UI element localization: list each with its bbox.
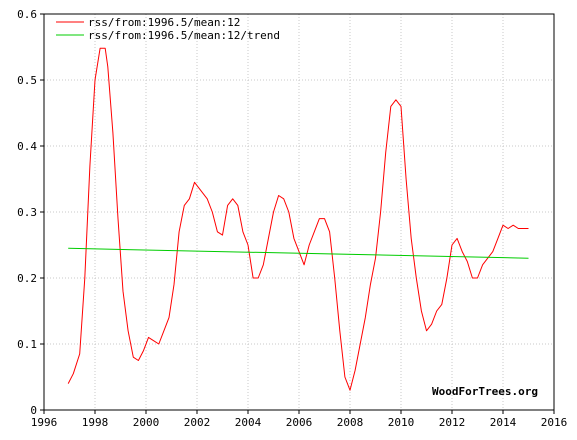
x-tick-label: 2012 [439, 416, 466, 429]
x-tick-label: 2014 [490, 416, 517, 429]
watermark-text: WoodForTrees.org [432, 385, 538, 398]
series-line-rss [67, 47, 529, 391]
x-tick-label: 2010 [388, 416, 415, 429]
y-tick-label: 0.3 [17, 206, 37, 219]
x-tick-label: 2000 [133, 416, 160, 429]
x-tick-label: 2004 [235, 416, 262, 429]
x-tick-label: 2008 [337, 416, 364, 429]
legend-label-rss: rss/from:1996.5/mean:12 [88, 16, 240, 29]
y-tick-label: 0.4 [17, 140, 37, 153]
x-tick-label: 1998 [82, 416, 109, 429]
series-layer [67, 47, 529, 391]
legend-label-trend: rss/from:1996.5/mean:12/trend [88, 29, 280, 42]
x-tick-label: 2002 [184, 416, 211, 429]
y-tick-label: 0 [30, 404, 37, 417]
grid-lines [44, 14, 554, 410]
y-tick-label: 0.1 [17, 338, 37, 351]
series-line-trend [68, 247, 529, 259]
x-tick-label: 1996 [31, 416, 58, 429]
axis-ticks: 1996 1998 2000 2002 2004 2006 2008 2010 2012 2014… [17, 8, 567, 429]
x-tick-label: 2016 [541, 416, 568, 429]
y-tick-label: 0.6 [17, 8, 37, 21]
y-tick-label: 0.5 [17, 74, 37, 87]
legend: rss/from:1996.5/mean:12 rss/from:1996.5/… [56, 16, 280, 42]
x-tick-label: 2006 [286, 416, 313, 429]
y-tick-label: 0.2 [17, 272, 37, 285]
